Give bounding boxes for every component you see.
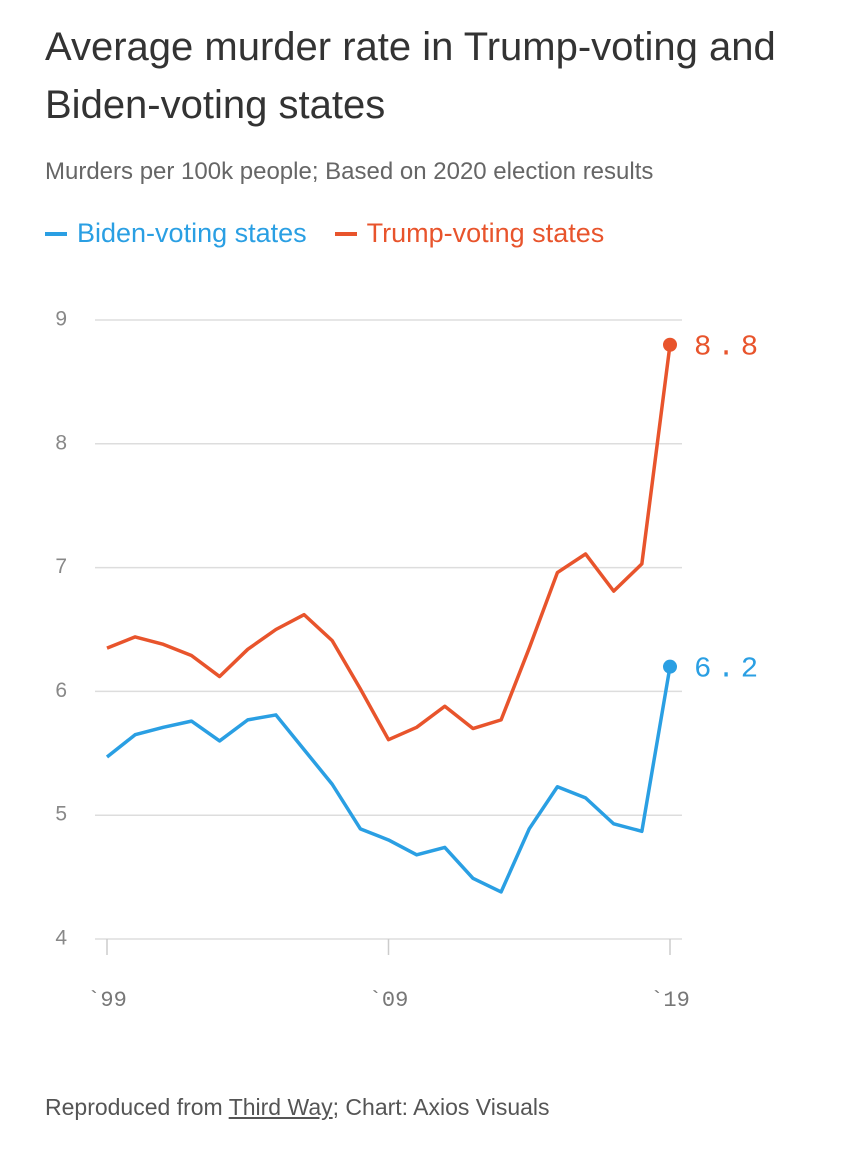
source-suffix: ; Chart: Axios Visuals — [332, 1094, 550, 1120]
x-tick-label: `99 — [87, 988, 127, 1013]
series-line — [106, 344, 672, 742]
y-tick-label: 5 — [55, 803, 67, 826]
source-prefix: Reproduced from — [45, 1094, 229, 1120]
end-dot — [663, 337, 677, 352]
y-tick-label: 9 — [55, 308, 67, 331]
legend-label: Trump-voting states — [366, 218, 605, 248]
chart-title: Average murder rate in Trump-voting and … — [45, 25, 776, 127]
legend-label: Biden-voting states — [77, 218, 307, 248]
y-tick-label: 4 — [55, 927, 67, 950]
series-line — [105, 666, 672, 894]
source-note: Reproduced from Third Way; Chart: Axios … — [45, 1094, 550, 1121]
x-tick-label: `19 — [650, 988, 690, 1013]
data-label: 8.8 — [694, 330, 764, 363]
y-tick-label: 8 — [55, 431, 67, 454]
legend-swatch — [45, 231, 67, 236]
data-label: 6.2 — [694, 652, 764, 685]
y-tick-label: 7 — [55, 555, 67, 578]
x-tick-label: `09 — [369, 988, 409, 1013]
source-link[interactable]: Third Way — [228, 1094, 333, 1120]
legend-item: Trump-voting states — [334, 218, 605, 249]
y-tick-label: 6 — [55, 679, 67, 702]
chart-subtitle: Murders per 100k people; Based on 2020 e… — [45, 158, 654, 185]
legend-swatch — [334, 231, 357, 236]
chart: 4 5 6 7 8 9 `99 `09 `19 6.2 8.8 — [55, 308, 764, 1013]
legend-item: Biden-voting states — [45, 218, 307, 249]
legend: Biden-voting states Trump-voting states — [45, 218, 604, 249]
end-dot — [663, 659, 677, 674]
